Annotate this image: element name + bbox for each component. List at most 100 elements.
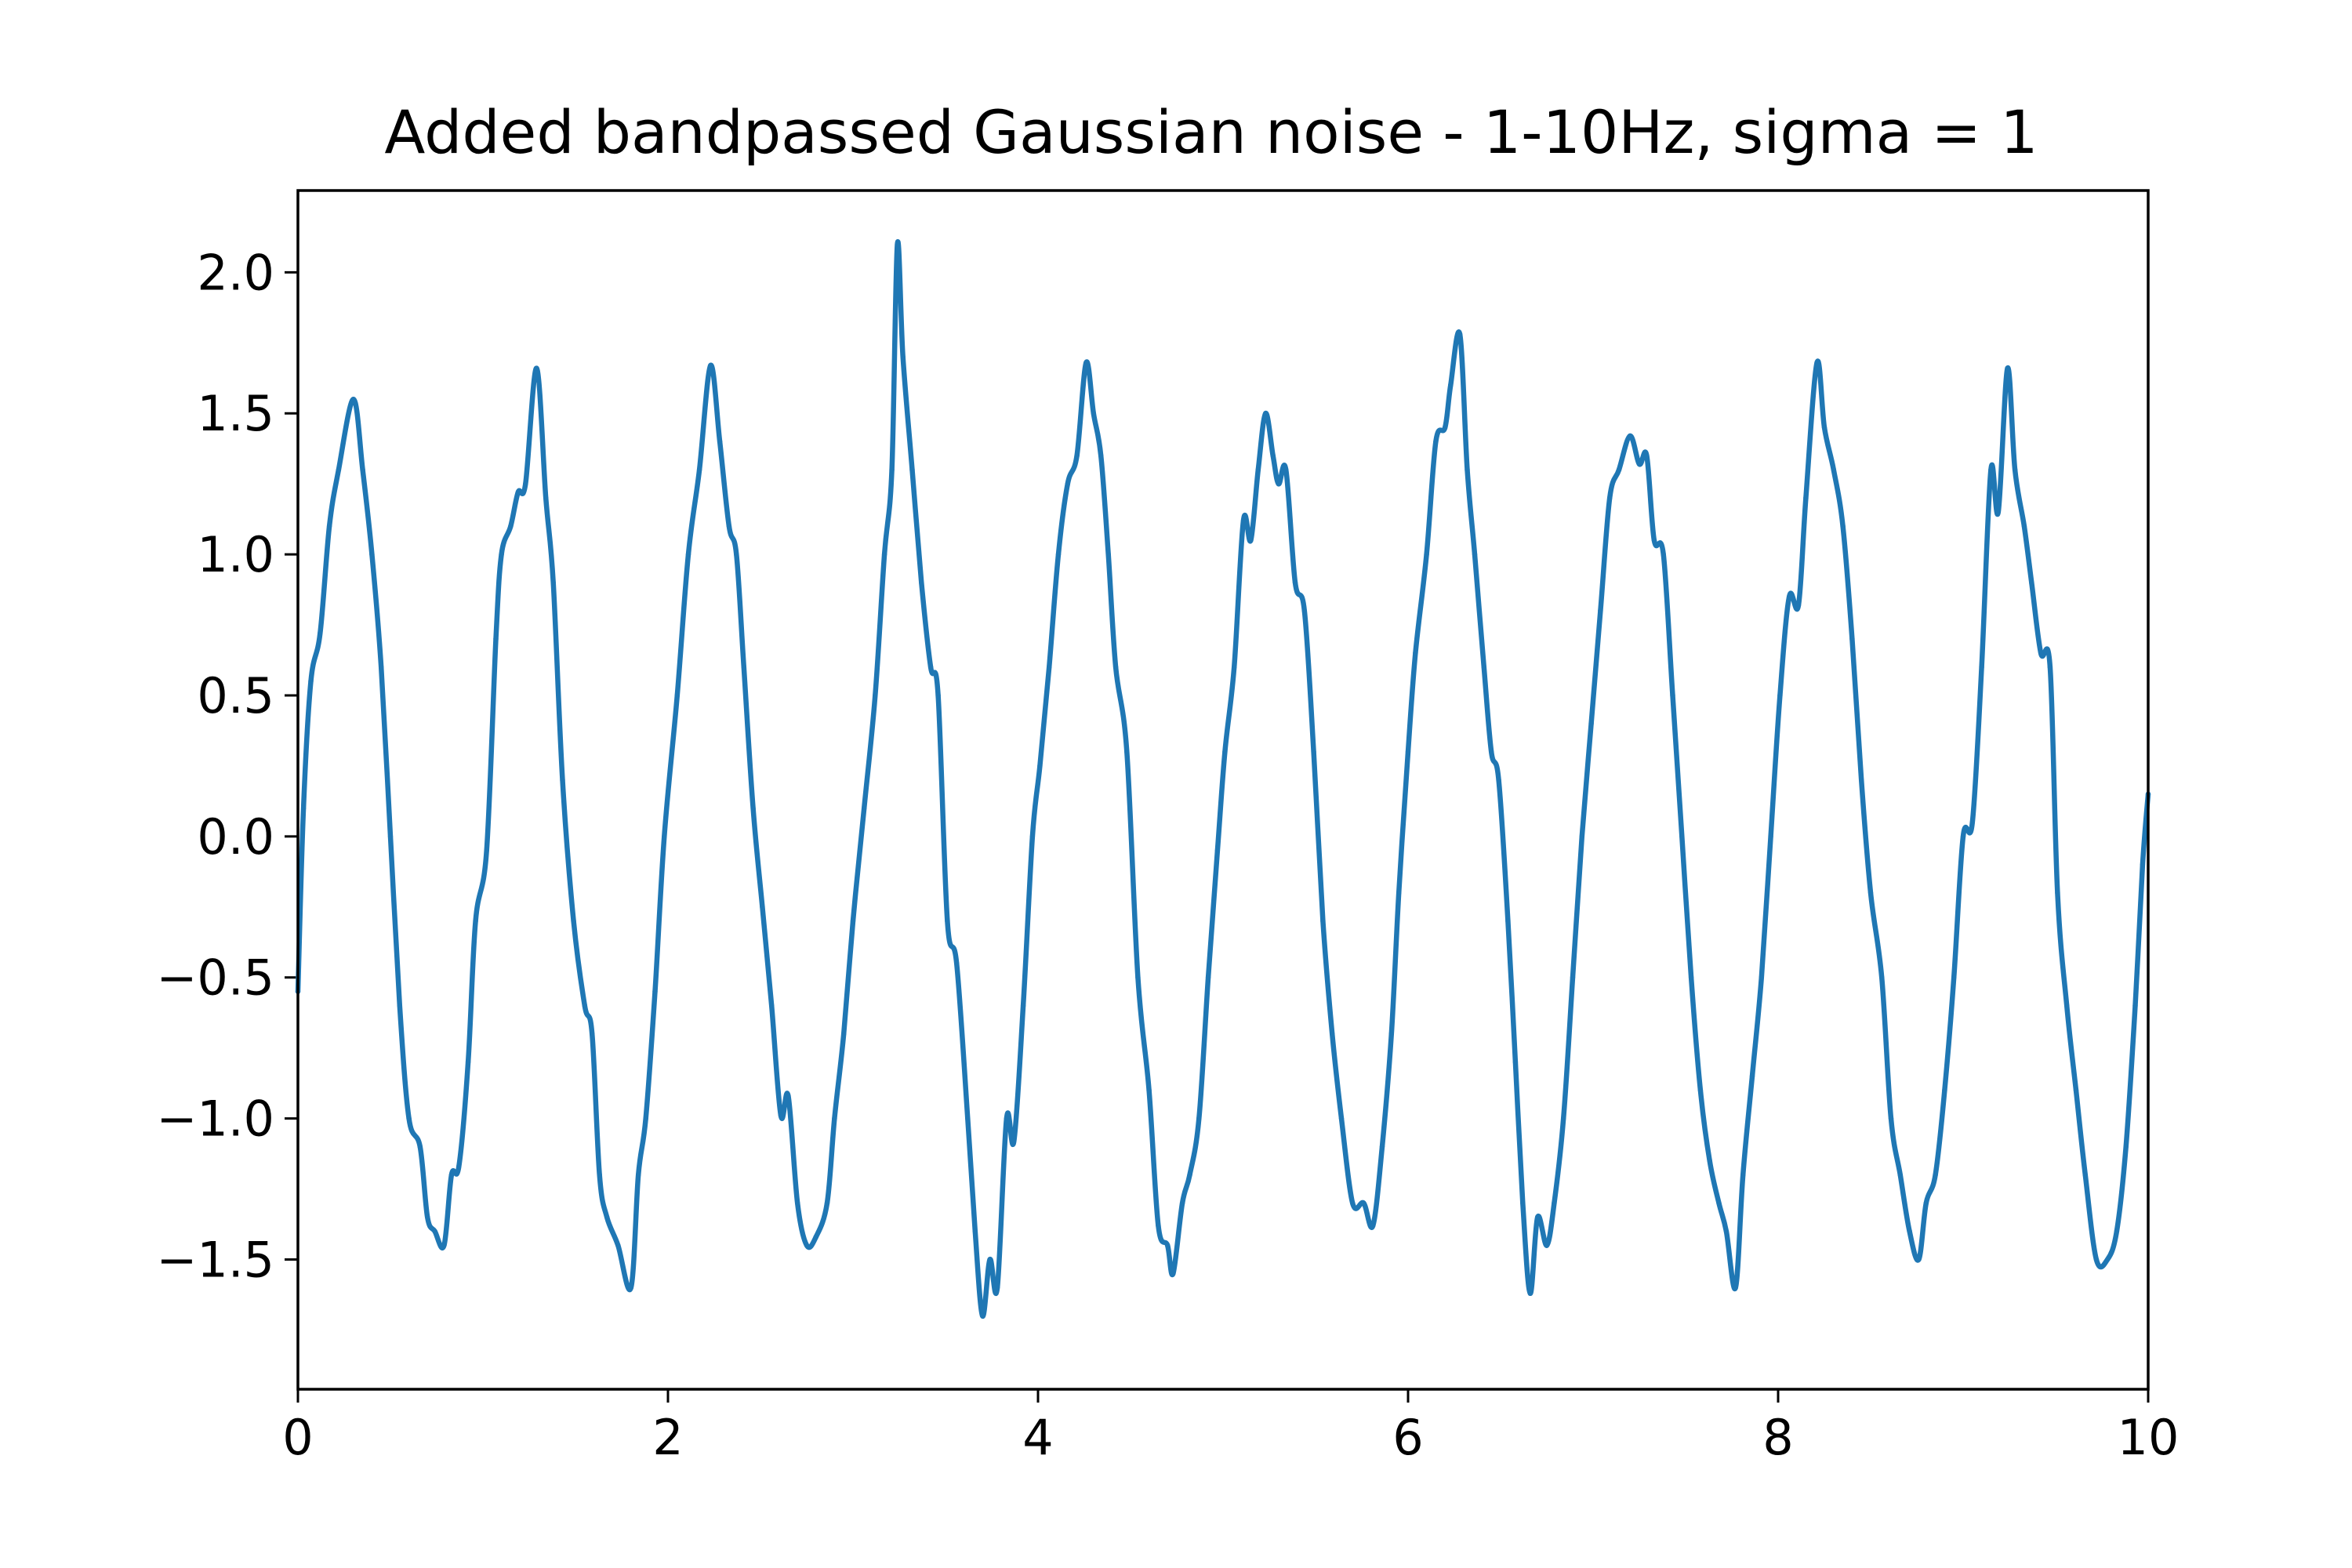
y-tick-label: 2.0 [197,244,274,301]
data-point [1661,551,1666,557]
data-point [972,1229,978,1234]
data-point [1029,833,1036,840]
data-point [318,630,323,636]
data-point [615,1243,621,1248]
data-point [582,1003,587,1008]
data-point [832,1116,837,1121]
data-point [493,636,499,642]
data-point [1330,1031,1335,1036]
data-point [1849,636,1855,642]
data-point [862,805,867,811]
data-point [1443,425,1448,430]
data-point [1688,975,1694,980]
data-point [1496,777,1501,783]
x-tick-label: 2 [652,1409,683,1466]
data-point [406,1116,412,1121]
data-point [523,481,528,487]
data-point [1020,1003,1026,1008]
data-point [1135,975,1141,980]
data-point [1105,551,1111,557]
data-point [425,1214,430,1220]
data-point [1636,461,1642,467]
x-tick-label: 0 [282,1409,313,1466]
data-point [1214,848,1221,854]
data-point [987,1257,993,1262]
data-point [1433,439,1439,445]
data-point [441,1243,447,1248]
data-point [1091,411,1097,416]
data-point [1350,1200,1356,1206]
data-point [1916,1257,1922,1262]
data-point [873,692,878,699]
data-point [965,1116,971,1121]
data-point [1320,918,1326,924]
data-point [397,1003,402,1008]
data-point [1803,495,1809,501]
data-point [1579,833,1585,840]
data-point [604,1214,610,1220]
data-point [685,551,691,557]
data-point [1156,1223,1161,1229]
data-point [734,551,739,557]
data-point [308,678,314,684]
data-point [1283,467,1289,473]
data-point [515,489,521,495]
data-point [1187,1172,1192,1178]
data-point [1276,481,1282,487]
data-point [1923,1200,1929,1206]
data-point [484,848,489,854]
data-point [778,1112,784,1119]
data-point [708,362,713,368]
data-point [841,1031,847,1036]
data-point [1840,523,1846,529]
data-point [643,1116,648,1121]
data-point [499,551,504,557]
data-point [696,467,702,473]
data-point [1472,551,1478,557]
data-point [2073,1087,2079,1093]
data-point [636,1172,641,1178]
x-tick-label: 8 [1762,1409,1793,1466]
data-point [1311,749,1316,755]
data-point [1457,332,1463,337]
data-point [741,664,746,670]
data-point [1888,1116,1894,1121]
data-point [1651,537,1657,543]
data-point [1465,467,1470,473]
data-point [1561,1116,1566,1121]
data-point [1179,1200,1185,1206]
data-point [2064,1003,2070,1008]
data-point [895,241,900,247]
data-point [1787,593,1792,600]
data-point [717,439,723,445]
data-point [1749,1073,1755,1079]
x-tick-label: 6 [1392,1409,1423,1466]
data-point [1388,1031,1395,1036]
data-point [1512,1059,1519,1065]
data-point [2114,1229,2120,1234]
data-point [1960,833,1966,840]
x-axis-ticks: 0 2 4 6 8 10 [282,1389,2179,1466]
data-point [2132,1003,2138,1008]
data-point [1124,749,1130,755]
data-point [465,1059,471,1065]
data-point [1505,918,1511,924]
data-point [850,918,856,924]
data-point [2104,1257,2111,1262]
data-point [1821,425,1828,430]
data-point [1489,749,1494,755]
data-point [1004,1116,1010,1121]
data-point [1988,467,1994,473]
y-tick-label: −1.5 [156,1232,274,1289]
data-point [360,467,365,473]
data-point [1481,664,1487,670]
data-point [1979,664,1984,670]
data-point [1240,517,1247,524]
data-point [769,1003,775,1008]
data-point [1011,1138,1017,1144]
data-point [994,1285,1000,1290]
y-tick-label: −0.5 [156,949,274,1007]
data-point [1616,467,1622,473]
data-point [550,579,556,586]
